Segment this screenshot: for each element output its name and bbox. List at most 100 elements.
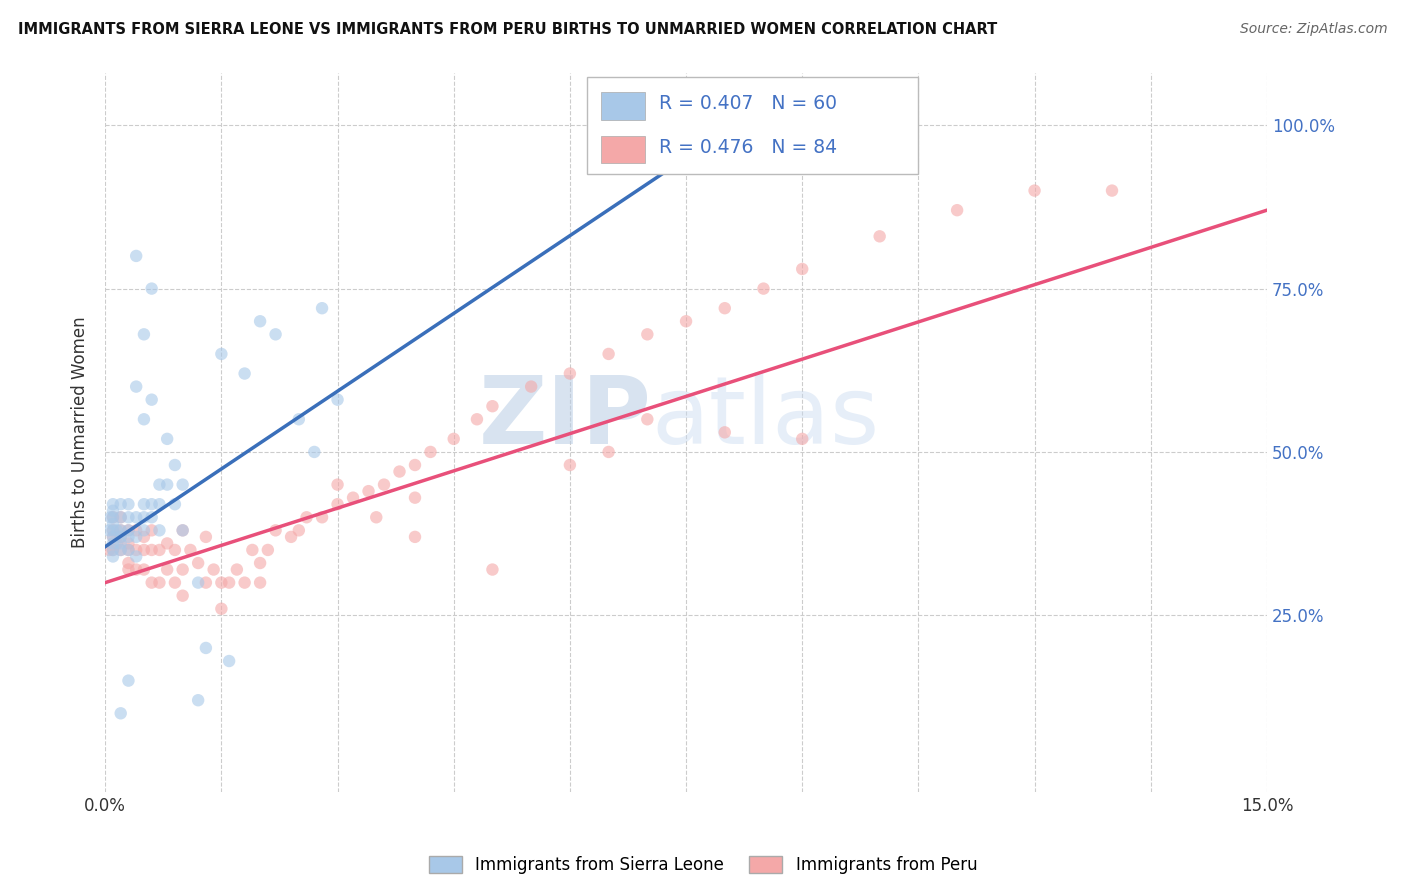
Point bbox=[172, 524, 194, 538]
Point bbox=[225, 563, 247, 577]
Point bbox=[148, 575, 170, 590]
Point bbox=[117, 497, 139, 511]
Point bbox=[132, 563, 155, 577]
Point bbox=[141, 282, 163, 296]
Point bbox=[264, 327, 287, 342]
Point bbox=[132, 510, 155, 524]
Point bbox=[101, 543, 124, 558]
Point bbox=[101, 510, 124, 524]
Point bbox=[101, 530, 124, 544]
Point bbox=[218, 575, 240, 590]
Point bbox=[218, 654, 240, 668]
Point bbox=[713, 425, 735, 440]
Point bbox=[141, 510, 163, 524]
Point bbox=[172, 477, 194, 491]
Point bbox=[125, 510, 148, 524]
Point bbox=[946, 203, 969, 218]
Point bbox=[194, 640, 217, 655]
Point bbox=[558, 458, 581, 472]
Point bbox=[101, 549, 124, 564]
Point bbox=[125, 379, 148, 393]
Point bbox=[117, 556, 139, 570]
Point bbox=[326, 392, 349, 407]
Point bbox=[101, 543, 124, 558]
Point bbox=[101, 516, 124, 531]
Point bbox=[598, 445, 620, 459]
Point bbox=[280, 530, 302, 544]
Point bbox=[1024, 184, 1046, 198]
Point bbox=[443, 432, 465, 446]
Point bbox=[233, 575, 256, 590]
Point bbox=[326, 497, 349, 511]
Text: R = 0.476   N = 84: R = 0.476 N = 84 bbox=[659, 137, 838, 156]
Point bbox=[304, 445, 326, 459]
Point bbox=[156, 477, 179, 491]
Text: ZIP: ZIP bbox=[478, 372, 651, 464]
Point bbox=[110, 543, 132, 558]
Point bbox=[117, 543, 139, 558]
Point bbox=[163, 575, 186, 590]
Point bbox=[98, 524, 121, 538]
Point bbox=[404, 458, 426, 472]
Point bbox=[132, 524, 155, 538]
Point bbox=[404, 530, 426, 544]
Point bbox=[179, 543, 201, 558]
Point bbox=[132, 530, 155, 544]
Point bbox=[125, 543, 148, 558]
Point bbox=[132, 543, 155, 558]
Point bbox=[342, 491, 364, 505]
Point bbox=[465, 412, 488, 426]
Point bbox=[311, 301, 333, 316]
Point bbox=[110, 497, 132, 511]
Point bbox=[98, 543, 121, 558]
Point bbox=[295, 510, 318, 524]
Point bbox=[148, 524, 170, 538]
Point bbox=[869, 229, 891, 244]
Point bbox=[110, 543, 132, 558]
Point bbox=[288, 524, 311, 538]
Point bbox=[156, 536, 179, 550]
Point bbox=[404, 491, 426, 505]
Point bbox=[481, 563, 503, 577]
Point bbox=[101, 530, 124, 544]
Y-axis label: Births to Unmarried Women: Births to Unmarried Women bbox=[72, 317, 89, 549]
Legend: Immigrants from Sierra Leone, Immigrants from Peru: Immigrants from Sierra Leone, Immigrants… bbox=[423, 851, 983, 880]
Point bbox=[481, 399, 503, 413]
Point bbox=[209, 601, 232, 615]
Point bbox=[117, 530, 139, 544]
Point bbox=[141, 575, 163, 590]
Point bbox=[163, 543, 186, 558]
Point bbox=[419, 445, 441, 459]
Point bbox=[110, 510, 132, 524]
Point bbox=[125, 530, 148, 544]
Point bbox=[194, 575, 217, 590]
Point bbox=[172, 589, 194, 603]
Point bbox=[117, 536, 139, 550]
Point bbox=[141, 392, 163, 407]
Point bbox=[156, 432, 179, 446]
Point bbox=[366, 510, 388, 524]
Point bbox=[110, 706, 132, 721]
Point bbox=[388, 465, 411, 479]
Point bbox=[105, 524, 128, 538]
Point bbox=[141, 543, 163, 558]
Point bbox=[110, 524, 132, 538]
FancyBboxPatch shape bbox=[602, 136, 645, 163]
Point bbox=[101, 536, 124, 550]
Point bbox=[194, 530, 217, 544]
Point bbox=[156, 563, 179, 577]
Point bbox=[125, 524, 148, 538]
Point bbox=[125, 549, 148, 564]
Point bbox=[675, 314, 697, 328]
Point bbox=[132, 412, 155, 426]
Point bbox=[249, 314, 271, 328]
Point bbox=[202, 563, 225, 577]
Point bbox=[117, 543, 139, 558]
Point bbox=[240, 543, 263, 558]
Point bbox=[520, 379, 543, 393]
Point bbox=[752, 282, 775, 296]
FancyBboxPatch shape bbox=[602, 93, 645, 120]
Point bbox=[101, 504, 124, 518]
Point bbox=[1101, 184, 1123, 198]
Point bbox=[110, 530, 132, 544]
